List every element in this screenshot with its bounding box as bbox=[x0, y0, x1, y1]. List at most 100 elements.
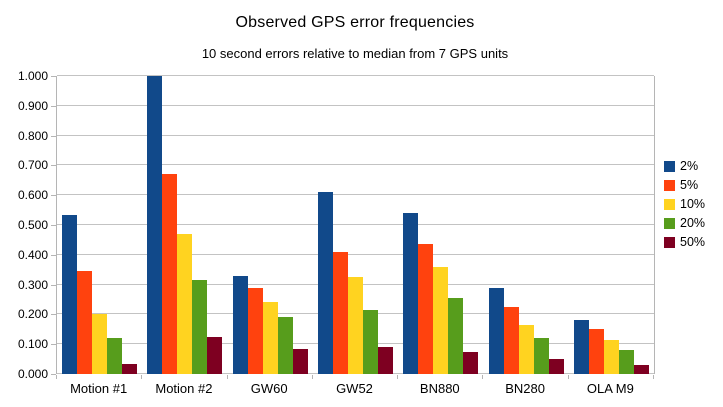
plot-area bbox=[56, 75, 655, 374]
y-tick-mark bbox=[51, 195, 56, 197]
legend-label: 5% bbox=[680, 178, 699, 192]
legend-item: 20% bbox=[664, 214, 705, 233]
y-tick-mark bbox=[51, 135, 56, 137]
bar-50% bbox=[377, 347, 393, 374]
legend-label: 50% bbox=[680, 235, 706, 249]
chart-title: Observed GPS error frequencies bbox=[235, 14, 475, 31]
bar-50% bbox=[122, 363, 138, 374]
gridline bbox=[57, 253, 654, 255]
bar-20% bbox=[192, 280, 208, 374]
y-tick-mark bbox=[51, 344, 56, 346]
bar-2% bbox=[403, 213, 419, 374]
y-tick-mark bbox=[51, 254, 56, 256]
bar-2% bbox=[62, 214, 78, 374]
bar-50% bbox=[292, 348, 308, 374]
x-category-label: Motion #1 bbox=[70, 381, 128, 396]
bar-10% bbox=[177, 233, 193, 374]
bar-20% bbox=[362, 309, 378, 374]
bar-50% bbox=[548, 359, 564, 374]
bar-group bbox=[142, 76, 227, 374]
bar-10% bbox=[603, 339, 619, 374]
gridline bbox=[57, 224, 654, 225]
bar-group bbox=[313, 76, 398, 374]
bar-20% bbox=[533, 338, 549, 374]
x-category-label: Motion #2 bbox=[155, 381, 213, 396]
bar-5% bbox=[588, 329, 604, 374]
bar-10% bbox=[518, 324, 534, 374]
legend-label: 10% bbox=[680, 197, 706, 211]
y-tick-label: 0.600 bbox=[17, 188, 48, 203]
bar-20% bbox=[618, 350, 634, 374]
gridline bbox=[57, 104, 654, 106]
bar-10% bbox=[347, 277, 363, 374]
bar-50% bbox=[633, 365, 649, 374]
gridline bbox=[57, 75, 654, 76]
bar-5% bbox=[77, 271, 93, 374]
y-tick-mark bbox=[51, 105, 56, 107]
x-tick-mark bbox=[311, 375, 313, 379]
y-tick-mark bbox=[51, 284, 56, 286]
y-tick-label: 0.500 bbox=[17, 218, 48, 232]
x-tick-mark bbox=[653, 375, 654, 379]
x-tick-mark bbox=[141, 375, 143, 379]
legend-item: 10% bbox=[664, 195, 705, 214]
gridline bbox=[57, 134, 654, 136]
y-tick-mark bbox=[51, 225, 56, 226]
x-category-label: GW52 bbox=[336, 381, 373, 396]
bar-group bbox=[398, 76, 483, 374]
bar-10% bbox=[92, 314, 108, 374]
x-tick-mark bbox=[567, 375, 569, 379]
chart-subtitle: 10 second errors relative to median from… bbox=[201, 46, 509, 61]
gridline bbox=[57, 164, 654, 166]
bar-group bbox=[228, 76, 313, 374]
y-tick-mark bbox=[51, 314, 56, 316]
x-tick-mark bbox=[56, 375, 57, 379]
bar-group bbox=[483, 76, 568, 374]
bar-5% bbox=[503, 306, 519, 374]
x-category-label: BN280 bbox=[505, 381, 545, 396]
bar-20% bbox=[277, 317, 293, 374]
bar-5% bbox=[247, 287, 263, 374]
legend-swatch bbox=[664, 180, 675, 191]
y-tick-label: 0.300 bbox=[17, 277, 48, 292]
bar-group bbox=[57, 76, 142, 374]
bar-2% bbox=[317, 192, 333, 374]
bar-20% bbox=[448, 298, 464, 374]
bar-2% bbox=[147, 76, 163, 374]
x-category-label: BN880 bbox=[419, 381, 460, 396]
x-tick-mark bbox=[226, 375, 228, 379]
y-tick-label: 1.000 bbox=[17, 69, 48, 83]
y-tick-label: 0.900 bbox=[17, 98, 48, 113]
bar-10% bbox=[262, 302, 278, 374]
legend-label: 2% bbox=[680, 159, 699, 173]
y-tick-mark bbox=[51, 374, 56, 375]
legend-item: 5% bbox=[664, 176, 705, 195]
gridline bbox=[57, 194, 654, 196]
bar-5% bbox=[162, 174, 178, 374]
x-tick-mark bbox=[482, 375, 484, 379]
bar-2% bbox=[232, 275, 248, 374]
legend-swatch bbox=[664, 237, 675, 248]
x-category-label: GW60 bbox=[250, 381, 288, 396]
legend-item: 50% bbox=[664, 233, 705, 252]
bar-2% bbox=[488, 287, 504, 374]
legend-swatch bbox=[664, 161, 675, 172]
bar-2% bbox=[573, 320, 589, 374]
bar-50% bbox=[463, 351, 479, 374]
y-tick-mark bbox=[51, 76, 56, 77]
legend: 2% 5% 10% 20% 50% bbox=[664, 157, 705, 252]
y-tick-label: 0.200 bbox=[17, 307, 48, 322]
bar-20% bbox=[107, 338, 123, 374]
y-tick-label: 0.400 bbox=[17, 247, 48, 262]
bar-group bbox=[569, 76, 654, 374]
bar-5% bbox=[332, 251, 348, 374]
y-tick-label: 0.800 bbox=[17, 128, 48, 143]
legend-swatch bbox=[664, 218, 675, 229]
legend-label: 20% bbox=[680, 216, 706, 230]
legend-swatch bbox=[664, 199, 675, 210]
bar-10% bbox=[433, 266, 449, 374]
bar-50% bbox=[207, 336, 223, 374]
legend-item: 2% bbox=[664, 157, 705, 176]
y-tick-label: 0.000 bbox=[17, 367, 48, 381]
